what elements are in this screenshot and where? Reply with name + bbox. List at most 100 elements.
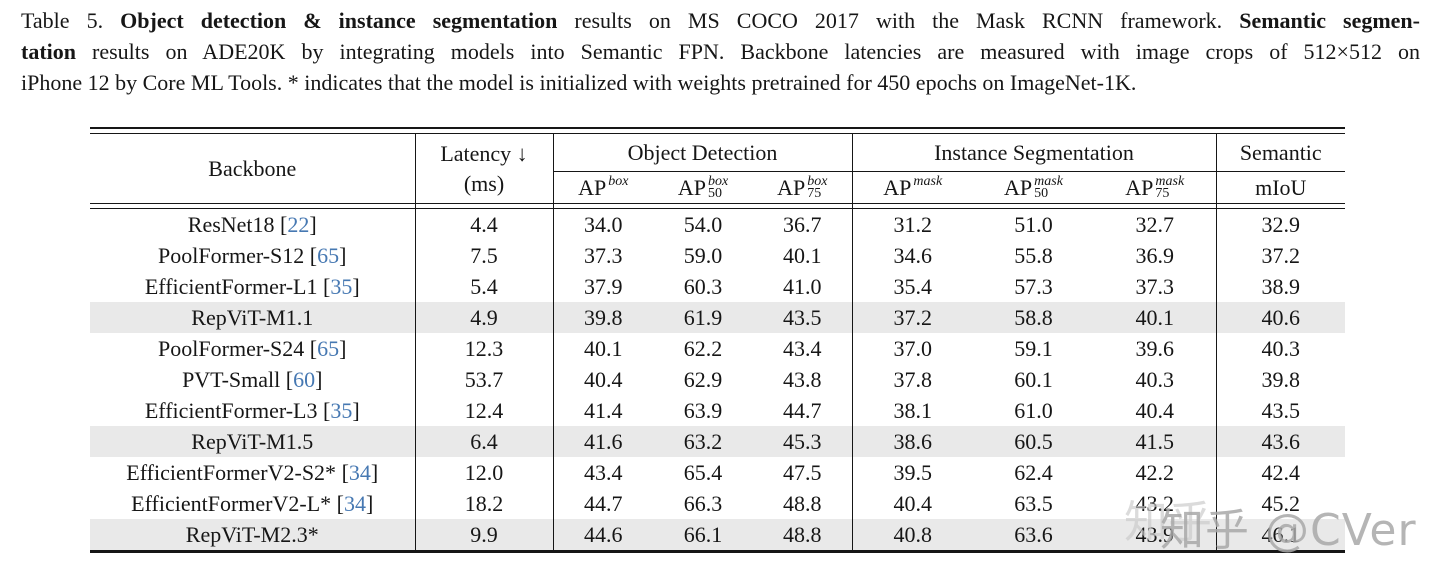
ap50_box-cell: 65.4 <box>683 459 723 485</box>
backbone-name: EfficientFormer-L1 <box>144 273 318 299</box>
ap75_box-cell: 44.7 <box>753 395 853 426</box>
caption-text: results on ADE20K by integrating models … <box>76 39 1420 64</box>
ap50_box-cell: 61.9 <box>683 304 723 330</box>
ap75_box-cell: 48.8 <box>753 519 853 552</box>
ap50_mask-cell: 62.4 <box>1014 459 1053 485</box>
latency-cell: 5.4 <box>415 271 554 302</box>
backbone-name: RepViT-M1.5 <box>191 428 314 454</box>
ap_box-cell: 44.7 <box>584 490 623 516</box>
header-ap-mask: AP mask <box>883 173 943 200</box>
backbone-name: PoolFormer-S12 <box>158 242 305 268</box>
ap_box-cell: 41.6 <box>584 428 623 454</box>
backbone-name: EfficientFormer-L3 <box>144 397 318 423</box>
ap_box-cell: 43.4 <box>584 459 623 485</box>
ap75_box-cell: 48.8 <box>753 488 853 519</box>
caption-text: Table 5. <box>21 8 121 33</box>
table-row: PoolFormer-S24 [65] 12.3 40.1 62.2 43.4 37.0 5… <box>90 333 1345 364</box>
miou-cell: 40.6 <box>1261 304 1301 330</box>
bottom-rule <box>90 550 1345 554</box>
header-miou: mIoU <box>1255 174 1307 200</box>
backbone-cell: RepViT-M1.1 <box>90 302 416 333</box>
citation-link[interactable]: 22 <box>287 211 310 237</box>
citation-link[interactable]: 65 <box>317 335 340 361</box>
table-row: PoolFormer-S12 [65] 7.5 37.3 59.0 40.1 34.6 55… <box>90 240 1345 271</box>
miou-cell: 46.1 <box>1261 521 1301 547</box>
results-table: Backbone Latency ↓ (ms) Object Detection… <box>90 127 1345 554</box>
backbone-cell: ResNet18 [22] <box>90 208 416 240</box>
ap50_box-cell: 62.9 <box>683 366 723 392</box>
header-ap-box: AP box <box>578 173 629 200</box>
header-object-detection: Object Detection <box>553 133 853 172</box>
backbone-cell: RepViT-M1.5 <box>90 426 416 457</box>
backbone-cell: PVT-Small [60] <box>90 364 416 395</box>
citation-link[interactable]: 34 <box>343 490 366 516</box>
ap75_mask-cell: 39.6 <box>1094 333 1217 364</box>
ap_mask-cell: 40.4 <box>893 490 933 516</box>
backbone-cell: PoolFormer-S24 [65] <box>90 333 416 364</box>
ap_mask-cell: 37.2 <box>893 304 933 330</box>
table-caption: Table 5. Object detection & instance seg… <box>21 5 1420 98</box>
citation-link[interactable]: 35 <box>330 397 353 423</box>
citation-link[interactable]: 35 <box>330 273 353 299</box>
ap_box-cell: 37.9 <box>584 273 623 299</box>
miou-cell: 43.6 <box>1261 428 1301 454</box>
backbone-name: ResNet18 <box>187 211 275 237</box>
header-ap-mask75: AP mask 75 <box>1094 171 1217 204</box>
ap_box-cell: 39.8 <box>584 304 623 330</box>
ap50_box-cell: 62.2 <box>683 335 723 361</box>
ap75_mask-cell: 32.7 <box>1094 208 1217 240</box>
header-ap-mask50: AP mask 50 <box>1004 173 1063 201</box>
miou-cell: 43.5 <box>1261 397 1301 423</box>
latency-cell: 4.4 <box>415 208 554 240</box>
latency-cell: 9.9 <box>415 519 554 552</box>
ap75_box-cell: 43.8 <box>753 364 853 395</box>
ap_box-cell: 37.3 <box>584 242 623 268</box>
citation-link[interactable]: 60 <box>293 366 316 392</box>
backbone-name: EfficientFormerV2-L* <box>131 490 332 516</box>
header-backbone: Backbone <box>90 133 416 204</box>
backbone-cell: EfficientFormerV2-L* [34] <box>90 488 416 519</box>
ap_mask-cell: 40.8 <box>893 521 933 547</box>
caption-text: iPhone 12 by Core ML Tools. * indicates … <box>21 70 1137 95</box>
latency-cell: 18.2 <box>415 488 554 519</box>
ap_box-cell: 40.4 <box>584 366 623 392</box>
ap75_mask-cell: 42.2 <box>1094 457 1217 488</box>
caption-line: iPhone 12 by Core ML Tools. * indicates … <box>21 67 1420 98</box>
citation-link[interactable]: 34 <box>348 459 371 485</box>
ap50_box-cell: 63.2 <box>683 428 723 454</box>
backbone-name: EfficientFormerV2-S2* <box>126 459 337 485</box>
ap75_box-cell: 36.7 <box>753 208 853 240</box>
latency-cell: 6.4 <box>415 426 554 457</box>
backbone-cell: EfficientFormerV2-S2* [34] <box>90 457 416 488</box>
latency-cell: 12.3 <box>415 333 554 364</box>
ap75_mask-cell: 36.9 <box>1094 240 1217 271</box>
table-row: RepViT-M1.5 6.4 41.6 63.2 45.3 38.6 60.5 41.5 43… <box>90 426 1345 457</box>
citation-link[interactable]: 65 <box>317 242 340 268</box>
ap75_box-cell: 45.3 <box>753 426 853 457</box>
ap_mask-cell: 31.2 <box>893 211 933 237</box>
header-latency-line1: Latency ↓ <box>440 141 528 167</box>
ap_box-cell: 41.4 <box>584 397 623 423</box>
table-row: PVT-Small [60] 53.7 40.4 62.9 43.8 37.8 60.1 40… <box>90 364 1345 395</box>
header-instance-segmentation: Instance Segmentation <box>852 133 1217 172</box>
latency-cell: 4.9 <box>415 302 554 333</box>
miou-cell: 32.9 <box>1261 211 1301 237</box>
caption-bold-text: Object detection & instance segmentation <box>120 8 558 33</box>
miou-cell: 42.4 <box>1261 459 1301 485</box>
ap50_mask-cell: 60.5 <box>1014 428 1053 454</box>
backbone-cell: RepViT-M2.3* <box>90 519 416 552</box>
ap50_box-cell: 59.0 <box>683 242 723 268</box>
caption-bold-text: Semantic segmen- <box>1239 8 1420 33</box>
ap50_mask-cell: 60.1 <box>1014 366 1053 392</box>
backbone-cell: PoolFormer-S12 [65] <box>90 240 416 271</box>
ap_mask-cell: 38.6 <box>893 428 933 454</box>
ap50_box-cell: 63.9 <box>683 397 723 423</box>
table-row: EfficientFormerV2-L* [34] 18.2 44.7 66.3 48.… <box>90 488 1345 519</box>
ap75_mask-cell: 40.3 <box>1094 364 1217 395</box>
ap75_mask-cell: 43.2 <box>1094 488 1217 519</box>
ap50_box-cell: 66.3 <box>683 490 723 516</box>
backbone-cell: EfficientFormer-L1 [35] <box>90 271 416 302</box>
ap_box-cell: 34.0 <box>584 211 623 237</box>
caption-line: tation results on ADE20K by integrating … <box>21 36 1420 67</box>
ap75_box-cell: 43.5 <box>753 302 853 333</box>
